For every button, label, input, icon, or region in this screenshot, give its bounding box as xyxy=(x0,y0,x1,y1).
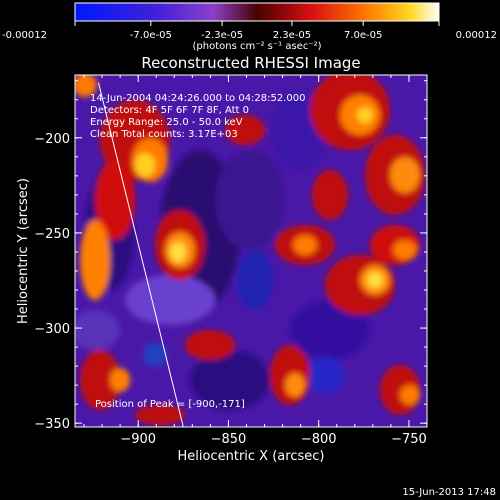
colorbar-tick-label: 2.3e-05 xyxy=(273,30,311,41)
colorbar-tick-label: 0.00012 xyxy=(456,30,497,41)
x-tick-label: −800 xyxy=(301,432,337,447)
heatmap-blob xyxy=(357,107,373,123)
y-axis-ticks xyxy=(75,80,427,424)
heatmap-blob xyxy=(393,240,417,260)
heatmap-blob xyxy=(305,357,345,393)
heatmap-blob xyxy=(225,115,265,145)
y-axis-tick-labels: −350 −300 −250 −200 xyxy=(34,132,70,432)
colorbar-tick-label: -7.0e-05 xyxy=(130,30,172,41)
y-tick-label: −300 xyxy=(34,322,70,337)
limb-line xyxy=(97,82,184,427)
annotation-peak: Position of Peak = [-900,-171] xyxy=(95,399,245,410)
colorbar-tick-labels: -0.00012 -7.0e-05 -2.3e-05 2.3e-05 7.0e-05 0.… xyxy=(2,30,497,41)
x-tick-label: −900 xyxy=(120,432,156,447)
annotation-time: 14-Jun-2004 04:24:26.000 to 04:28:52.000 xyxy=(90,93,306,104)
heatmap-blob xyxy=(400,385,420,405)
heatmap-blob xyxy=(80,220,110,300)
heatmap-blob xyxy=(190,350,270,410)
heatmap-blob xyxy=(290,300,370,360)
y-tick-label: −200 xyxy=(34,132,70,147)
colorbar-tick-label: -2.3e-05 xyxy=(201,30,243,41)
colorbar-tick-label: 7.0e-05 xyxy=(344,30,382,41)
y-tick-label: −250 xyxy=(34,227,70,242)
heatmap-blob xyxy=(285,373,305,397)
heatmap-blob xyxy=(390,157,420,193)
heatmap-blob xyxy=(75,310,120,350)
heatmap-image xyxy=(75,75,427,427)
heatmap-blob xyxy=(170,242,186,262)
colorbar-bar xyxy=(74,2,440,22)
footer-date: 15-Jun-2013 17:48 xyxy=(402,487,496,498)
heatmap-blob xyxy=(185,330,235,360)
heatmap-blob xyxy=(135,405,185,425)
heatmap-blob xyxy=(367,272,383,288)
x-axis-tick-labels: −900 −850 −800 −750 xyxy=(120,432,426,447)
y-axis-label: Heliocentric Y (arcsec) xyxy=(16,178,31,324)
heatmap-blob xyxy=(143,343,167,367)
heatmap-blob xyxy=(312,170,348,220)
annotation-detectors: Detectors: 4F 5F 6F 7F 8F, Att 0 xyxy=(90,105,249,116)
annotation-clean: Clean Total counts: 3.17E+03 xyxy=(90,129,238,140)
y-tick-label: −350 xyxy=(34,417,70,432)
x-tick-label: −750 xyxy=(391,432,427,447)
chart-title: Reconstructed RHESSI Image xyxy=(141,54,360,72)
heatmap-blob xyxy=(110,368,130,392)
plot-frame xyxy=(74,74,428,428)
heatmap-blob xyxy=(95,160,135,240)
annotation-energy: Energy Range: 25.0 - 50.0 keV xyxy=(90,117,243,128)
colorbar-tick-label: -0.00012 xyxy=(2,30,47,41)
x-tick-label: −850 xyxy=(211,432,247,447)
x-axis-label: Heliocentric X (arcsec) xyxy=(178,449,325,464)
heatmap-blob xyxy=(80,350,120,410)
heatmap-blob xyxy=(293,235,317,255)
heatmap-blob xyxy=(75,75,97,97)
colorbar-units-label: (photons cm⁻² s⁻¹ asec⁻²) xyxy=(192,41,321,52)
heatmap-blob xyxy=(125,275,215,325)
heatmap-blob xyxy=(135,153,155,177)
heatmap-blob xyxy=(237,250,273,310)
colorbar-ticks xyxy=(74,21,440,26)
heatmap-blob xyxy=(215,150,285,250)
x-axis-ticks xyxy=(83,75,428,427)
